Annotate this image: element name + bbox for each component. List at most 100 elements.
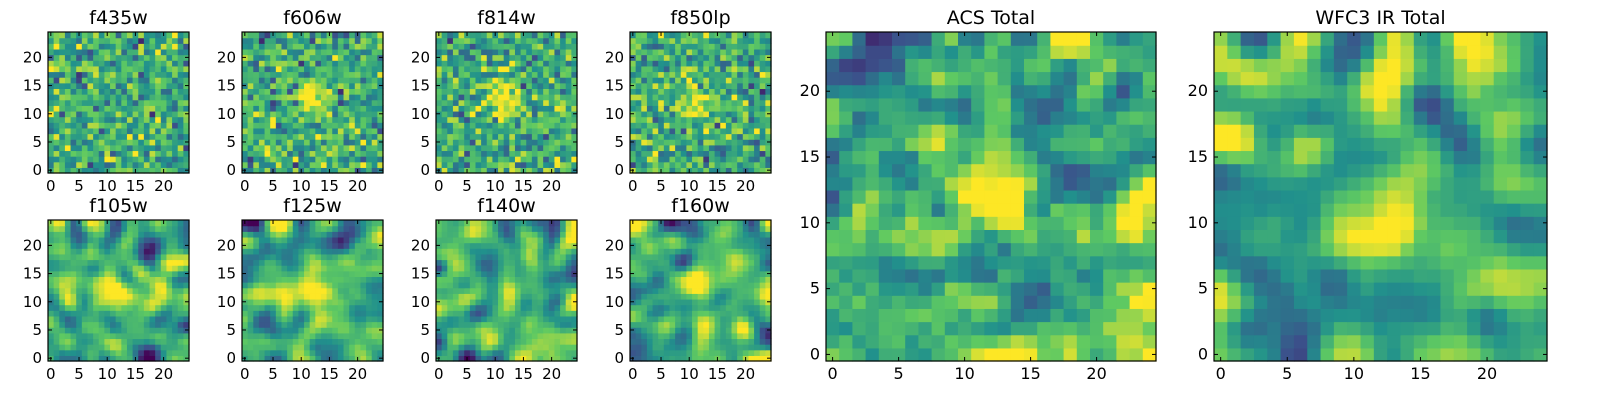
heatmap-cell	[87, 225, 94, 232]
heatmap-cell	[708, 338, 716, 345]
heatmap-cell	[59, 94, 66, 101]
heatmap-cell	[447, 77, 454, 84]
heatmap-cell	[514, 139, 522, 146]
heatmap-cell	[366, 248, 373, 255]
heatmap-cell	[281, 88, 288, 95]
heatmap-cell	[87, 161, 94, 168]
heatmap-cell	[436, 265, 443, 272]
heatmap-cell	[264, 139, 271, 146]
heatmap-cell	[554, 259, 561, 266]
heatmap-cell	[253, 94, 260, 101]
heatmap-cell	[258, 43, 266, 50]
heatmap-cell	[275, 287, 283, 294]
heatmap-cell	[663, 327, 671, 334]
heatmap-cell	[486, 77, 493, 84]
heatmap-cell	[447, 48, 454, 56]
heatmap-cell	[320, 304, 328, 311]
y-tick-label: 10	[217, 293, 236, 311]
heatmap-cell	[104, 65, 111, 73]
heatmap-cell	[253, 276, 260, 283]
x-tick-label: 5	[268, 177, 278, 195]
heatmap-cell	[630, 321, 637, 328]
heatmap-cell	[560, 327, 567, 334]
heatmap-cell	[53, 231, 60, 238]
heatmap-cell	[520, 236, 527, 244]
heatmap-cell	[70, 139, 77, 146]
heatmap-cell	[686, 65, 693, 73]
heatmap-cell	[298, 156, 305, 163]
heatmap-cell	[110, 37, 117, 44]
heatmap-cell	[320, 144, 328, 152]
heatmap-cell	[93, 332, 100, 340]
heatmap-cell	[748, 133, 755, 140]
heatmap-cell	[360, 282, 367, 289]
heatmap-cell	[155, 315, 162, 323]
heatmap-cell	[514, 315, 522, 323]
heatmap-cell	[630, 150, 637, 157]
heatmap-cell	[366, 144, 373, 152]
heatmap-cell	[309, 231, 316, 238]
heatmap-cell	[70, 265, 77, 272]
heatmap-cell	[458, 327, 465, 334]
heatmap-cell	[149, 37, 156, 44]
heatmap-cell	[315, 298, 322, 306]
heatmap-cell	[630, 293, 637, 300]
heatmap-cell	[126, 338, 134, 345]
heatmap-cell	[759, 127, 766, 135]
heatmap-cell	[560, 231, 567, 238]
heatmap-cell	[98, 144, 105, 152]
heatmap-cell	[503, 310, 510, 317]
heatmap-cell	[641, 99, 648, 106]
heatmap-cell	[680, 327, 687, 334]
heatmap-cell	[669, 37, 676, 44]
heatmap-cell	[759, 37, 766, 44]
heatmap-cell	[247, 32, 254, 39]
heatmap-cell	[315, 82, 322, 89]
heatmap-cell	[464, 282, 471, 289]
heatmap-cell	[759, 282, 766, 289]
heatmap-cell	[377, 259, 384, 266]
heatmap-cell	[503, 105, 510, 112]
heatmap-cell	[371, 236, 378, 244]
heatmap-cell	[377, 315, 384, 323]
heatmap-cell	[70, 37, 77, 44]
heatmap-cell	[680, 161, 687, 168]
heatmap-cell	[703, 293, 710, 300]
heatmap-cell	[177, 259, 184, 266]
heatmap-cell	[143, 77, 151, 84]
heatmap-cell	[486, 88, 493, 95]
heatmap-cell	[292, 167, 299, 174]
x-tick-label: 10	[680, 177, 699, 195]
heatmap-cell	[469, 133, 477, 140]
heatmap-cell	[571, 94, 578, 101]
heatmap-cell	[121, 344, 128, 351]
heatmap-cell	[686, 310, 693, 317]
heatmap-cell	[652, 293, 659, 300]
heatmap-cell	[475, 231, 482, 238]
heatmap-cell	[258, 282, 266, 289]
heatmap-cell	[281, 37, 288, 44]
heatmap-cell	[275, 32, 283, 39]
heatmap-cell	[155, 161, 162, 168]
heatmap-cell	[281, 150, 288, 157]
heatmap-cell	[155, 236, 162, 244]
heatmap-cell	[53, 248, 60, 255]
heatmap-cell	[371, 110, 378, 118]
heatmap-cell	[138, 355, 145, 362]
heatmap-cell	[270, 110, 277, 118]
heatmap-cell	[121, 150, 128, 157]
heatmap-cell	[498, 156, 505, 163]
heatmap-cell	[81, 161, 89, 168]
heatmap-cell	[143, 65, 151, 73]
heatmap-cell	[242, 293, 249, 300]
heatmap-cell	[737, 133, 744, 140]
heatmap-cell	[332, 231, 339, 238]
heatmap-cell	[138, 253, 145, 261]
heatmap-cell	[526, 344, 533, 351]
heatmap-cell	[720, 304, 727, 311]
heatmap-cell	[565, 77, 572, 84]
heatmap-cell	[481, 220, 488, 227]
heatmap-cell	[759, 110, 766, 118]
heatmap-cell	[98, 37, 105, 44]
heatmap-cell	[287, 265, 294, 272]
